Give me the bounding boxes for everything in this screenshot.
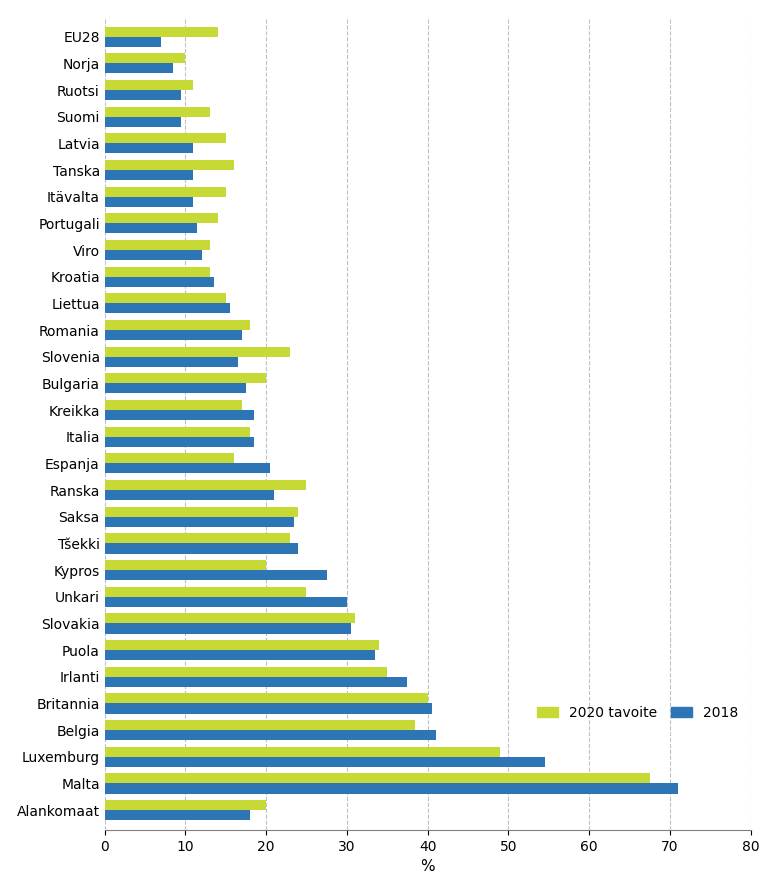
Bar xyxy=(105,303,230,314)
Bar xyxy=(105,720,415,730)
Bar xyxy=(105,480,307,490)
Bar xyxy=(105,250,202,260)
Bar xyxy=(105,197,193,207)
Bar xyxy=(105,330,242,340)
Bar xyxy=(105,560,266,570)
Bar xyxy=(105,240,210,250)
Bar xyxy=(105,490,274,500)
Bar xyxy=(105,400,242,410)
Legend: 2020 tavoite, 2018: 2020 tavoite, 2018 xyxy=(532,700,743,725)
Bar xyxy=(105,624,351,634)
Bar xyxy=(105,597,347,607)
Bar xyxy=(105,80,193,90)
Bar xyxy=(105,37,161,47)
Bar xyxy=(105,747,501,756)
Bar xyxy=(105,533,290,544)
Bar xyxy=(105,170,193,180)
Bar xyxy=(105,517,294,527)
Bar xyxy=(105,356,238,367)
Bar xyxy=(105,224,198,233)
Bar xyxy=(105,159,234,170)
Bar xyxy=(105,666,387,676)
Bar xyxy=(105,266,210,277)
Bar xyxy=(105,756,545,767)
Bar xyxy=(105,676,407,687)
Bar xyxy=(105,703,431,714)
Bar xyxy=(105,293,226,303)
Bar xyxy=(105,186,226,197)
Bar xyxy=(105,800,266,810)
Bar xyxy=(105,383,246,394)
Bar xyxy=(105,143,193,153)
Bar xyxy=(105,783,678,794)
Bar xyxy=(105,90,182,100)
Bar xyxy=(105,507,299,517)
Bar xyxy=(105,213,218,224)
Bar xyxy=(105,650,375,660)
Bar xyxy=(105,27,218,37)
Bar xyxy=(105,437,254,446)
Bar xyxy=(105,134,226,143)
Bar xyxy=(105,544,299,553)
Bar xyxy=(105,640,379,650)
Bar xyxy=(105,347,290,356)
Bar xyxy=(105,117,182,127)
Bar xyxy=(105,107,210,117)
Bar xyxy=(105,613,355,624)
X-axis label: %: % xyxy=(421,859,435,874)
Bar xyxy=(105,320,250,330)
Bar xyxy=(105,693,428,703)
Bar xyxy=(105,53,185,63)
Bar xyxy=(105,586,307,597)
Bar xyxy=(105,373,266,383)
Bar xyxy=(105,454,234,463)
Bar xyxy=(105,570,327,580)
Bar xyxy=(105,410,254,421)
Bar xyxy=(105,730,435,740)
Bar xyxy=(105,773,650,783)
Bar xyxy=(105,810,250,821)
Bar xyxy=(105,427,250,437)
Bar xyxy=(105,277,213,287)
Bar xyxy=(105,463,270,473)
Bar xyxy=(105,63,173,73)
